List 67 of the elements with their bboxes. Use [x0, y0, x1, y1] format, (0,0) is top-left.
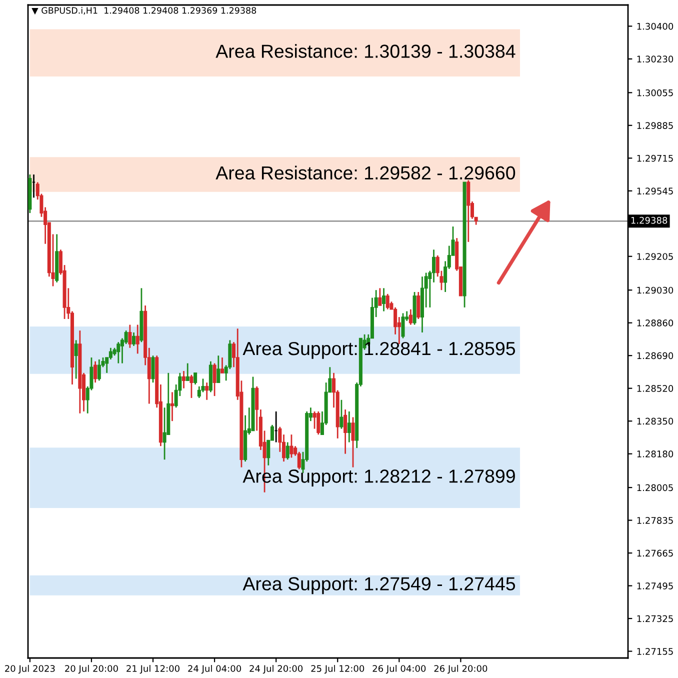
x-tick-label: 20 Jul 2023	[5, 664, 55, 674]
y-tick-label: 1.30055	[637, 89, 673, 96]
candlestick	[378, 287, 382, 306]
candlestick	[316, 410, 320, 436]
y-tick-label: 1.28180	[637, 450, 674, 458]
candlestick	[340, 399, 344, 430]
candlestick	[170, 391, 174, 422]
candlestick	[212, 362, 216, 397]
x-tick-label: 21 Jul 12:00	[126, 664, 180, 674]
y-tick-label: 1.29545	[637, 188, 673, 194]
band-label: Area Support: 1.28841 - 1.28595	[242, 342, 516, 359]
candlestick	[216, 354, 220, 384]
y-tick-label: 1.28350	[637, 418, 674, 425]
candlestick	[416, 291, 420, 320]
candlestick	[128, 324, 132, 349]
band-label: Area Resistance: 1.30139 - 1.30384	[216, 44, 516, 58]
x-tick-label: 26 Jul 20:00	[434, 664, 488, 674]
candlestick	[132, 332, 136, 347]
candlestick	[466, 180, 470, 243]
band-label: Area Resistance: 1.29582 - 1.29660	[216, 166, 516, 180]
band-label: Area Support: 1.27549 - 1.27445	[242, 577, 516, 594]
y-tick-label: 1.29030	[637, 286, 674, 294]
candlestick	[386, 293, 390, 310]
chart-title: ▼ GBPUSD.i,H1 1.29408 1.29408 1.29369 1.29388	[32, 6, 256, 15]
candlestick	[94, 360, 98, 384]
ref-line-label: 1.29388	[631, 216, 668, 224]
candlestick	[344, 408, 348, 455]
candlestick	[151, 354, 155, 384]
y-tick-label: 1.29715	[637, 154, 673, 162]
y-tick-label: 1.28005	[637, 484, 673, 492]
candlestick	[97, 358, 101, 382]
candlestick	[186, 362, 190, 382]
candlestick	[205, 382, 209, 401]
candlestick	[347, 410, 351, 443]
candlestick	[162, 406, 166, 460]
y-tick-label: 1.27665	[637, 550, 673, 557]
y-tick-label: 1.30230	[637, 56, 674, 62]
x-tick-label: 26 Jul 04:00	[372, 664, 426, 674]
candlestick	[290, 434, 294, 458]
candlestick	[116, 341, 120, 364]
y-tick-label: 1.27835	[637, 517, 673, 524]
y-tick-label: 1.29885	[637, 122, 673, 129]
candlestick	[401, 312, 405, 339]
y-tick-label: 1.28860	[637, 320, 674, 326]
candlestick	[108, 347, 112, 360]
candlestick	[190, 374, 194, 399]
candlestick	[351, 416, 355, 468]
candlestick	[408, 308, 412, 326]
y-tick-label: 1.27155	[637, 648, 673, 655]
x-tick-label: 24 Jul 04:00	[188, 664, 242, 674]
y-tick-label: 1.28690	[637, 352, 674, 360]
candlestick	[194, 372, 198, 386]
y-tick-label: 1.29205	[637, 253, 673, 260]
y-tick-label: 1.28520	[637, 385, 674, 392]
y-tick-label: 1.27495	[637, 582, 673, 590]
candlestick	[220, 356, 224, 374]
x-tick-label: 20 Jul 20:00	[65, 664, 118, 674]
x-tick-label: 24 Jul 20:00	[250, 664, 303, 674]
candlestick	[382, 287, 386, 312]
x-tick-label: 25 Jul 12:00	[311, 664, 364, 674]
candlestick	[74, 339, 78, 380]
candlestick	[182, 370, 186, 390]
y-tick-label: 1.27325	[637, 615, 673, 622]
candlestick	[312, 410, 316, 430]
candlestick	[136, 324, 140, 354]
y-tick-label: 1.30400	[637, 22, 674, 30]
candlestick	[286, 442, 290, 460]
